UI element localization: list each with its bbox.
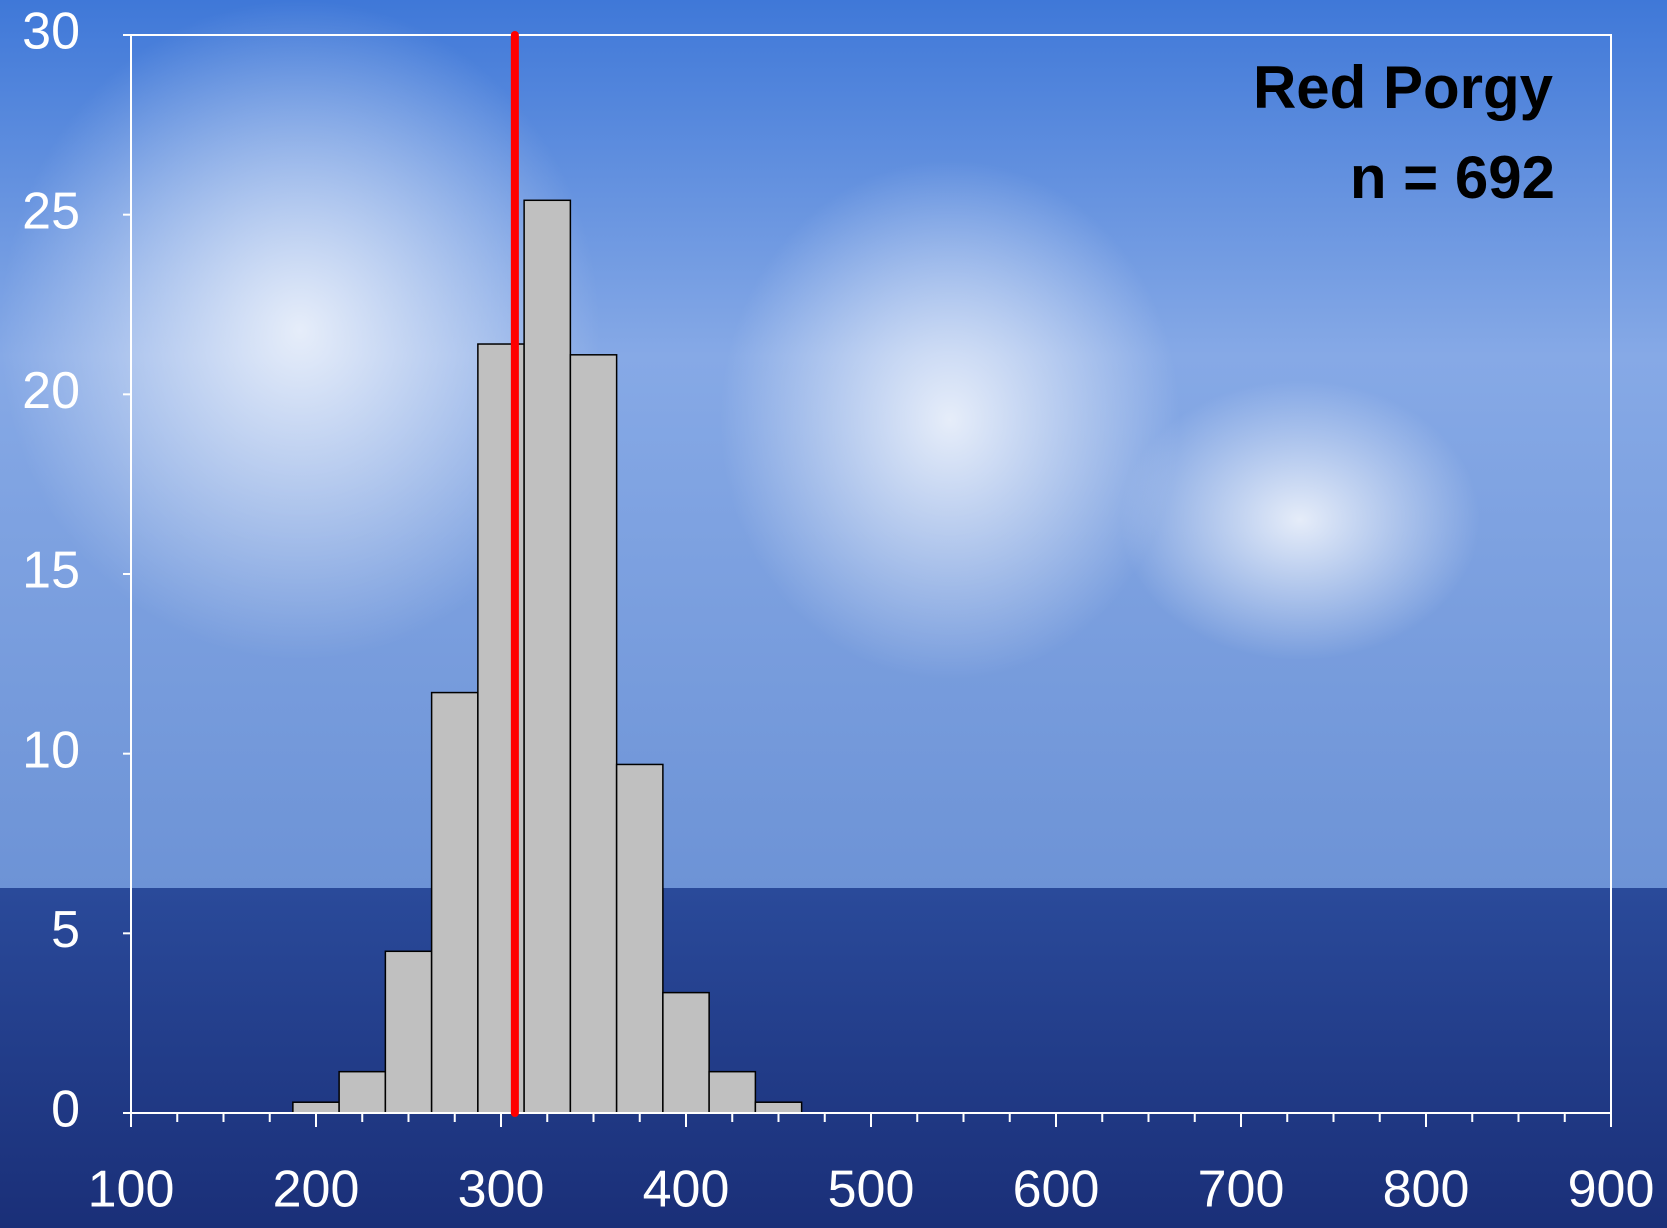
bar: [523, 199, 572, 1114]
y-tick-label: 25: [22, 182, 80, 240]
x-tick-label: 100: [88, 1161, 175, 1219]
x-tick-label: 600: [1013, 1161, 1100, 1219]
bar: [338, 1070, 387, 1114]
sea: [0, 888, 1667, 1228]
y-tick-label: 30: [22, 3, 80, 61]
bar: [430, 691, 479, 1114]
annotation: n = 692: [1350, 144, 1555, 211]
x-tick-label: 700: [1198, 1161, 1285, 1219]
bar: [384, 950, 433, 1114]
bar: [292, 1101, 340, 1114]
bar: [708, 1070, 757, 1114]
y-tick-label: 10: [22, 721, 80, 779]
y-tick-label: 5: [51, 901, 80, 959]
cloud: [0, 0, 600, 660]
cloud: [720, 160, 1180, 680]
bar: [615, 763, 664, 1114]
bar: [662, 991, 710, 1114]
cloud: [1120, 380, 1480, 660]
y-tick-label: 0: [51, 1081, 80, 1139]
x-tick-label: 200: [273, 1161, 360, 1219]
x-tick-label: 900: [1568, 1161, 1655, 1219]
x-tick-label: 400: [643, 1161, 730, 1219]
y-tick-label: 20: [22, 362, 80, 420]
x-tick-label: 800: [1383, 1161, 1470, 1219]
x-tick-label: 500: [828, 1161, 915, 1219]
x-tick-label: 300: [458, 1161, 545, 1219]
y-tick-label: 15: [22, 542, 80, 600]
annotation: Red Porgy: [1253, 54, 1554, 121]
bar: [754, 1101, 803, 1114]
bar: [569, 354, 618, 1114]
